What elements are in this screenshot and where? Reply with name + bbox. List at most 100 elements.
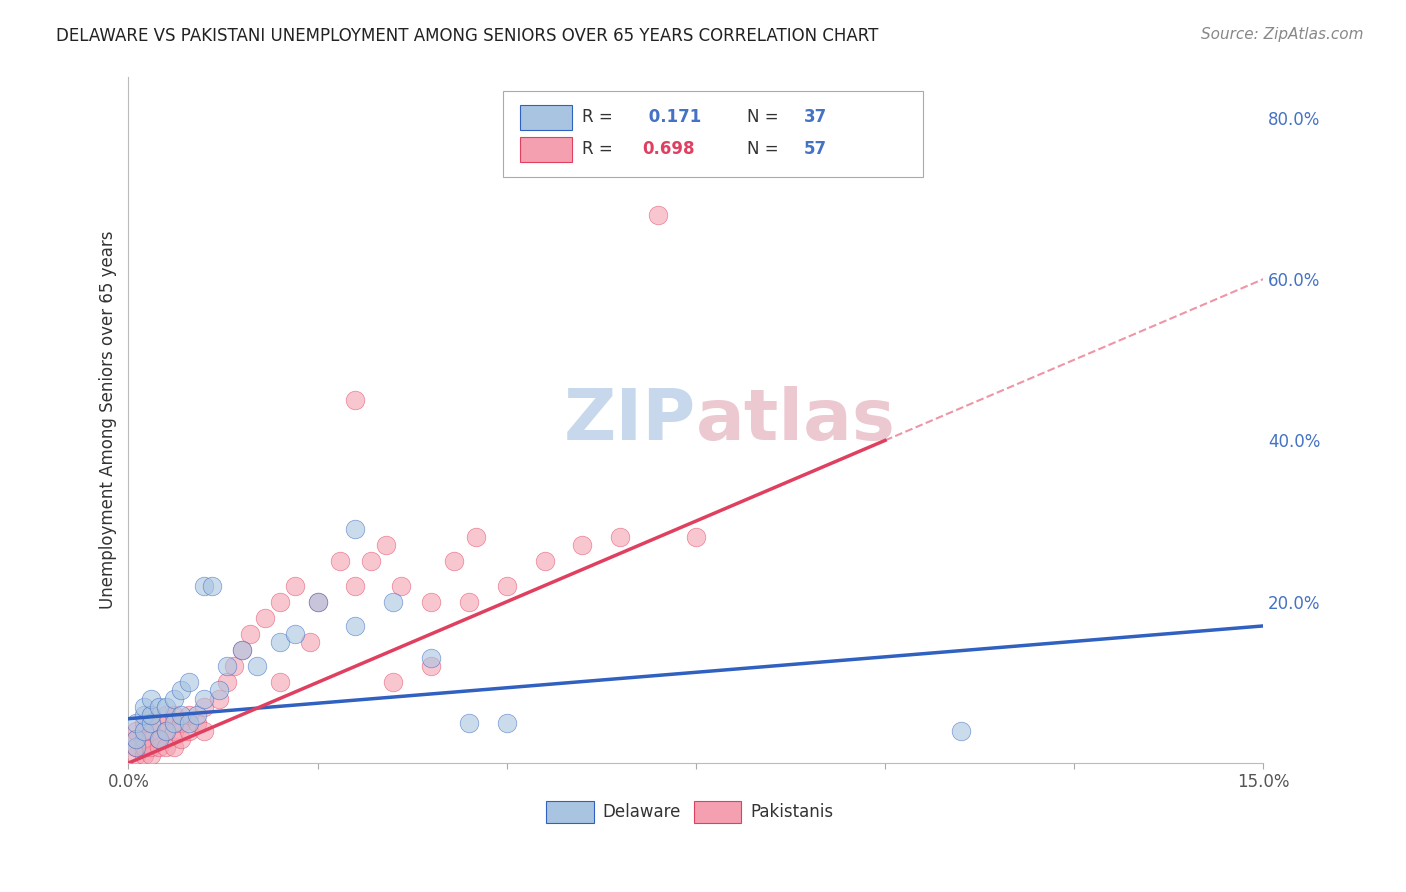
- Point: [949, 723, 972, 738]
- Point: [163, 707, 186, 722]
- Point: [125, 723, 148, 738]
- Point: [132, 707, 155, 722]
- Point: [420, 651, 443, 665]
- Point: [132, 739, 155, 754]
- Point: [307, 595, 329, 609]
- Point: [148, 731, 170, 746]
- Point: [269, 635, 291, 649]
- Point: [163, 739, 186, 754]
- Point: [163, 691, 186, 706]
- Text: N =: N =: [747, 140, 785, 159]
- Point: [208, 683, 231, 698]
- Point: [155, 707, 177, 722]
- Point: [125, 747, 148, 762]
- Text: 0.698: 0.698: [643, 140, 695, 159]
- Point: [284, 578, 307, 592]
- Point: [284, 627, 307, 641]
- Point: [382, 675, 405, 690]
- Point: [148, 731, 170, 746]
- Point: [571, 538, 593, 552]
- Text: 57: 57: [804, 140, 827, 159]
- Point: [420, 659, 443, 673]
- Point: [141, 739, 163, 754]
- Point: [269, 675, 291, 690]
- Text: Delaware: Delaware: [603, 804, 682, 822]
- Point: [246, 659, 269, 673]
- FancyBboxPatch shape: [520, 105, 572, 129]
- Point: [647, 208, 669, 222]
- Point: [125, 739, 148, 754]
- Point: [163, 723, 186, 738]
- Point: [215, 659, 238, 673]
- Point: [170, 707, 193, 722]
- Point: [307, 595, 329, 609]
- Point: [125, 731, 148, 746]
- Point: [193, 691, 215, 706]
- Point: [201, 578, 224, 592]
- Point: [382, 595, 405, 609]
- Text: 0.171: 0.171: [643, 108, 700, 126]
- Point: [253, 611, 276, 625]
- Point: [177, 715, 200, 730]
- Point: [148, 739, 170, 754]
- Text: DELAWARE VS PAKISTANI UNEMPLOYMENT AMONG SENIORS OVER 65 YEARS CORRELATION CHART: DELAWARE VS PAKISTANI UNEMPLOYMENT AMONG…: [56, 27, 879, 45]
- Point: [329, 554, 352, 568]
- Point: [177, 707, 200, 722]
- Point: [344, 619, 367, 633]
- Point: [170, 715, 193, 730]
- Point: [186, 707, 208, 722]
- Point: [269, 595, 291, 609]
- Y-axis label: Unemployment Among Seniors over 65 years: Unemployment Among Seniors over 65 years: [100, 231, 117, 609]
- Point: [389, 578, 412, 592]
- Point: [533, 554, 555, 568]
- Point: [141, 715, 163, 730]
- Point: [125, 739, 148, 754]
- Point: [231, 643, 253, 657]
- Point: [132, 747, 155, 762]
- Point: [685, 530, 707, 544]
- Point: [186, 715, 208, 730]
- Point: [177, 723, 200, 738]
- Point: [224, 659, 246, 673]
- Point: [443, 554, 465, 568]
- Point: [141, 723, 163, 738]
- Point: [609, 530, 631, 544]
- Point: [141, 707, 163, 722]
- Text: Source: ZipAtlas.com: Source: ZipAtlas.com: [1201, 27, 1364, 42]
- Point: [141, 707, 163, 722]
- Point: [155, 699, 177, 714]
- FancyBboxPatch shape: [693, 801, 741, 823]
- Point: [148, 715, 170, 730]
- Point: [208, 691, 231, 706]
- Point: [344, 522, 367, 536]
- Point: [374, 538, 396, 552]
- Point: [465, 530, 488, 544]
- Point: [141, 691, 163, 706]
- FancyBboxPatch shape: [546, 801, 593, 823]
- Point: [155, 723, 177, 738]
- Point: [495, 715, 517, 730]
- Point: [141, 747, 163, 762]
- Point: [163, 715, 186, 730]
- Point: [193, 578, 215, 592]
- FancyBboxPatch shape: [503, 91, 922, 177]
- Point: [170, 731, 193, 746]
- Point: [148, 699, 170, 714]
- Point: [193, 699, 215, 714]
- Point: [132, 731, 155, 746]
- Point: [193, 723, 215, 738]
- Point: [125, 731, 148, 746]
- Point: [344, 393, 367, 408]
- Point: [360, 554, 382, 568]
- Point: [132, 699, 155, 714]
- Point: [155, 739, 177, 754]
- Point: [132, 715, 155, 730]
- Point: [458, 715, 481, 730]
- Text: 37: 37: [804, 108, 827, 126]
- Text: N =: N =: [747, 108, 785, 126]
- Point: [299, 635, 322, 649]
- Point: [177, 675, 200, 690]
- Point: [125, 715, 148, 730]
- Point: [132, 723, 155, 738]
- Text: R =: R =: [582, 108, 619, 126]
